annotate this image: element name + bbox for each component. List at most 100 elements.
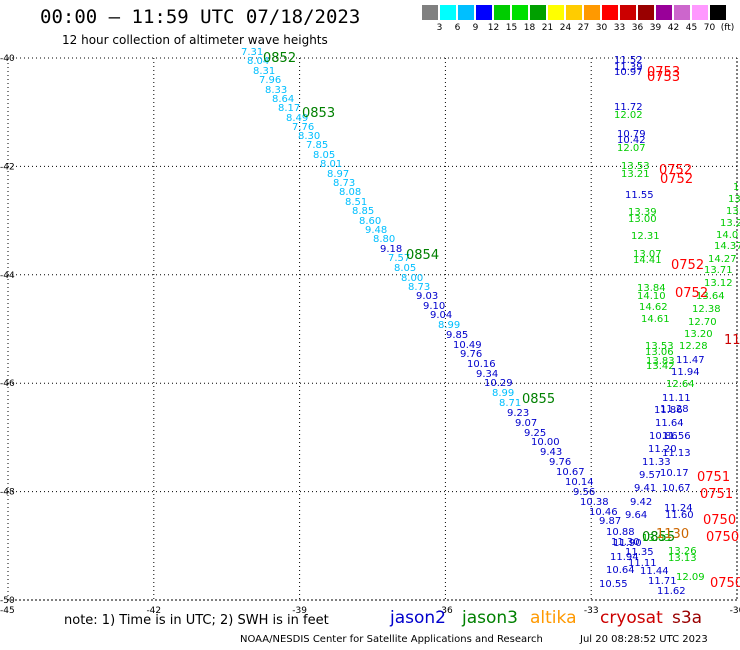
wave-height-value: 13.03 bbox=[642, 533, 671, 544]
wave-height-value: 7.31 bbox=[241, 47, 263, 58]
colorbar-label: 6 bbox=[454, 23, 461, 33]
wave-height-value: 12.31 bbox=[631, 231, 660, 242]
wave-height-value: 8.80 bbox=[373, 234, 395, 245]
wave-height-value: 9.23 bbox=[507, 408, 529, 419]
wave-height-value: 13.07 bbox=[633, 249, 662, 260]
wave-height-value: 8.85 bbox=[352, 206, 374, 217]
pass-time-label: 0750 bbox=[703, 513, 736, 528]
pass-time-label: 0854 bbox=[406, 248, 439, 263]
wave-height-value: 11.24 bbox=[664, 503, 693, 514]
wave-height-value: 8.51 bbox=[345, 197, 367, 208]
colorbar-label: 33 bbox=[613, 23, 626, 33]
lon-left-label: -45 bbox=[0, 606, 15, 616]
wave-height-value: 8.49 bbox=[286, 113, 308, 124]
wave-height-value: 10.88 bbox=[606, 527, 635, 538]
lon-tick-label: -33 bbox=[584, 606, 599, 616]
wave-height-value: 11.20 bbox=[648, 444, 677, 455]
wave-height-value: 11.60 bbox=[665, 510, 694, 521]
wave-height-value: 9.42 bbox=[630, 497, 652, 508]
wave-height-value: 11.94 bbox=[610, 552, 639, 563]
pass-time-label: 0855 bbox=[522, 392, 555, 407]
wave-height-value: 11.35 bbox=[625, 547, 654, 558]
wave-height-value: 13.20 bbox=[684, 329, 713, 340]
wave-height-value: 10.55 bbox=[599, 579, 628, 590]
colorbar-label: 24 bbox=[559, 23, 572, 33]
wave-height-value: 12.38 bbox=[692, 304, 721, 315]
wave-height-value: 7.96 bbox=[259, 75, 281, 86]
wave-height-value: 8.08 bbox=[339, 187, 361, 198]
wave-height-value: 11.56 bbox=[662, 431, 691, 442]
colorbar-swatch bbox=[494, 5, 511, 20]
wave-height-value: 13.83 bbox=[646, 356, 675, 367]
wave-height-value: 7.57 bbox=[388, 253, 410, 264]
wave-height-value: 9.48 bbox=[365, 225, 387, 236]
wave-height-value: 9.34 bbox=[476, 369, 498, 380]
wave-height-value: 13.42 bbox=[646, 361, 675, 372]
wave-height-value: 8.33 bbox=[265, 85, 287, 96]
pass-time-label: 0750 bbox=[710, 576, 740, 591]
colorbar-swatch bbox=[656, 5, 673, 20]
colorbar-label: 21 bbox=[541, 23, 554, 33]
wave-height-value: 11.94 bbox=[671, 367, 700, 378]
wave-height-value: 13.00 bbox=[628, 214, 657, 225]
page-subtitle: 12 hour collection of altimeter wave hei… bbox=[62, 33, 328, 47]
wave-height-value: 9.04 bbox=[430, 310, 452, 321]
wave-height-value: 13.39 bbox=[628, 207, 657, 218]
map-frame bbox=[7, 57, 738, 601]
colorbar-swatch bbox=[440, 5, 457, 20]
wave-height-value: 13.21 bbox=[621, 169, 650, 180]
wave-height-value: 8.30 bbox=[298, 131, 320, 142]
lon-tick-label: -36 bbox=[438, 606, 453, 616]
colorbar-label: 18 bbox=[523, 23, 536, 33]
wave-height-value: 13.71 bbox=[704, 265, 733, 276]
wave-height-value: 14.10 bbox=[637, 291, 666, 302]
wave-height-value: 10.86 bbox=[649, 431, 678, 442]
wave-height-value: 13.26 bbox=[668, 546, 697, 557]
wave-height-value: 14.0 bbox=[716, 230, 738, 241]
lat-tick-label: -44 bbox=[0, 271, 15, 281]
legend-item-jason2: jason2 bbox=[390, 608, 446, 628]
wave-height-value: 10.38 bbox=[580, 497, 609, 508]
footer-timestamp: Jul 20 08:28:52 UTC 2023 bbox=[580, 634, 708, 645]
legend-item-jason3: jason3 bbox=[462, 608, 518, 628]
wave-height-value: 9.03 bbox=[416, 291, 438, 302]
wave-height-value: 10.79 bbox=[617, 129, 646, 140]
colorbar-swatch bbox=[620, 5, 637, 20]
wave-height-value: 13.64 bbox=[696, 291, 725, 302]
colorbar-label: 15 bbox=[505, 23, 518, 33]
wave-height-value: 8.73 bbox=[408, 282, 430, 293]
wave-height-value: 10.14 bbox=[565, 477, 594, 488]
pass-time-label: 0752 bbox=[675, 286, 708, 301]
colorbar-swatch bbox=[422, 5, 439, 20]
colorbar-swatch bbox=[602, 5, 619, 20]
lon-tick-label: -30 bbox=[730, 606, 740, 616]
wave-height-value: 13.06 bbox=[645, 347, 674, 358]
wave-height-value: 10.97 bbox=[614, 67, 643, 78]
wave-height-value: 13.2 bbox=[720, 218, 740, 229]
wave-height-value: 11.64 bbox=[655, 418, 684, 429]
wave-height-value: 13.12 bbox=[704, 278, 733, 289]
wave-height-value: 7.85 bbox=[306, 140, 328, 151]
lat-tick-label: -48 bbox=[0, 488, 15, 498]
colorbar-label: 30 bbox=[595, 23, 608, 33]
wave-height-value: 8.64 bbox=[272, 94, 294, 105]
colorbar-label: 70 bbox=[703, 23, 716, 33]
wave-height-value: 11.11 bbox=[628, 558, 657, 569]
wave-height-value: 7.76 bbox=[292, 122, 314, 133]
wave-height-value: 12.07 bbox=[617, 143, 646, 154]
pass-time-label: 0852 bbox=[263, 51, 296, 66]
wave-height-value: 13. bbox=[728, 194, 740, 205]
pass-time-label: 1130 bbox=[656, 527, 689, 542]
wave-height-value: 13. bbox=[726, 206, 740, 217]
wave-height-value: 9.64 bbox=[625, 510, 647, 521]
pass-time-label: 0853 bbox=[302, 106, 335, 121]
pass-time-label: 0752 bbox=[659, 163, 692, 178]
wave-height-value: 8.99 bbox=[438, 320, 460, 331]
wave-height-value: 11.90 bbox=[613, 538, 642, 549]
wave-height-value: 10.67 bbox=[662, 483, 691, 494]
wave-height-value: 10.29 bbox=[484, 378, 513, 389]
wave-height-value: 12.09 bbox=[676, 572, 705, 583]
wave-height-value: 11.39 bbox=[614, 62, 643, 73]
